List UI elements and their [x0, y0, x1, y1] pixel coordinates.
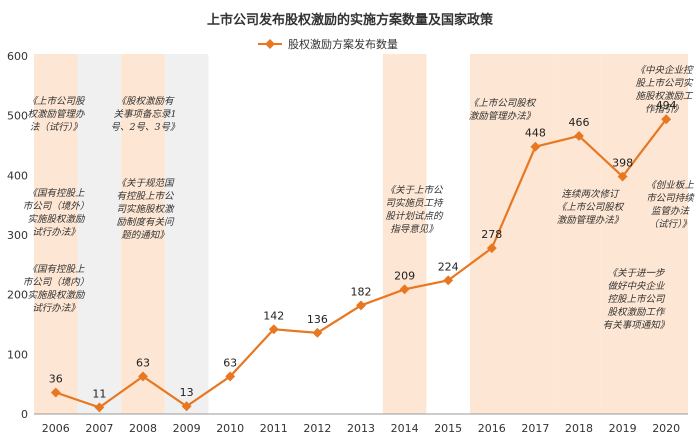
x-tick-label: 2014 — [391, 422, 419, 435]
data-point-2015 — [443, 275, 454, 286]
data-point-2013 — [356, 300, 366, 311]
x-tick-label: 2017 — [521, 422, 549, 435]
data-label-2012: 136 — [307, 313, 328, 326]
legend-marker-swatch — [265, 39, 275, 49]
x-tick-label: 2019 — [609, 422, 637, 435]
annotation-a2006c: 《国有控股上市公司（境内）实施股权激励试行办法》 — [23, 263, 90, 314]
data-label-2019: 398 — [612, 157, 633, 170]
annotation-a2008b: 《关于规范国有控股上市公司实施股权激励制度有关问题的通知》 — [116, 177, 175, 241]
data-label-2018: 466 — [569, 116, 590, 129]
policy-annotations: 《上市公司股权激励管理办法（试行）》《国有控股上市公司（境外）实施股权激励试行办… — [23, 64, 696, 331]
data-point-2017 — [530, 141, 541, 152]
data-point-2018 — [574, 131, 584, 141]
band-2007 — [77, 54, 122, 414]
annotation-a2020b: 《创业板上市公司持续监管办法（试行）》 — [646, 179, 695, 230]
data-point-2008 — [138, 371, 148, 382]
highlight-bands — [34, 54, 688, 414]
chart-title: 上市公司发布股权激励的实施方案数量及国家政策 — [207, 12, 494, 28]
band-2019 — [600, 54, 645, 414]
data-label-2014: 209 — [394, 269, 415, 282]
annotation-a2018: 连续两次修订《上市公司股权激励管理办法》 — [557, 189, 625, 226]
x-tick-label: 2020 — [652, 422, 680, 435]
x-tick-label: 2010 — [216, 422, 244, 435]
annotation-a2016: 《上市公司股权激励管理办法》 — [469, 97, 537, 122]
band-2014 — [382, 54, 427, 414]
annotation-a2014: 《关于上市公司实施员工持股计划试点的指导意见》 — [385, 184, 444, 235]
annotation-a2020a: 《中央企业控股上市公司实施股权激励工作指引》 — [635, 64, 694, 115]
data-label-2008: 63 — [136, 356, 150, 369]
band-2009 — [164, 54, 209, 414]
x-tick-label: 2018 — [565, 422, 593, 435]
annotation-a2019: 《关于进一步做好中央企业控股上市公司股权激励工作有关事项通知》 — [603, 267, 670, 331]
annotation-a2008a: 《股权激励有关事项备忘录1 号、2号、3号》 — [110, 95, 179, 133]
band-2017 — [513, 54, 558, 414]
data-point-2010 — [225, 371, 236, 382]
data-label-2020: 494 — [656, 99, 677, 112]
data-label-2013: 182 — [351, 285, 372, 298]
legend: 股权激励方案发布数量 — [258, 37, 398, 51]
x-tick-label: 2008 — [129, 422, 157, 435]
y-tick-label: 200 — [7, 289, 28, 302]
data-label-2017: 448 — [525, 127, 546, 140]
data-label-2011: 142 — [263, 309, 284, 322]
data-label-2010: 63 — [223, 356, 237, 369]
data-labels: 36 11 63 13 63 142 136 182 209 224 278 448 466 398 494 — [49, 99, 677, 400]
data-point-2009 — [181, 401, 192, 412]
data-point-2020 — [661, 114, 672, 125]
x-tick-label: 2009 — [173, 422, 201, 435]
y-tick-label: 0 — [21, 408, 28, 421]
annotation-a2006b: 《国有控股上市公司（境外）实施股权激励试行办法》 — [23, 187, 90, 238]
annotation-a2006a: 《上市公司股权激励管理办法（试行）》 — [27, 95, 86, 133]
y-tick-label: 500 — [7, 110, 28, 123]
y-tick-label: 600 — [7, 50, 28, 63]
data-point-2012 — [312, 327, 323, 338]
x-tick-label: 2011 — [260, 422, 288, 435]
data-label-2006: 36 — [49, 373, 63, 386]
data-label-2016: 278 — [481, 228, 502, 241]
x-tick-label: 2006 — [42, 422, 70, 435]
band-2008 — [121, 54, 165, 414]
data-point-2016 — [486, 243, 497, 254]
series-line — [50, 114, 672, 413]
data-point-2011 — [268, 324, 279, 335]
y-tick-label: 100 — [7, 348, 28, 361]
data-point-2019 — [617, 171, 628, 182]
band-2020 — [644, 54, 688, 414]
y-tick-label: 300 — [7, 229, 28, 242]
legend-label: 股权激励方案发布数量 — [288, 37, 398, 51]
x-tick-label: 2015 — [434, 422, 462, 435]
data-point-2014 — [399, 284, 410, 295]
data-label-2007: 11 — [92, 387, 106, 400]
x-tick-label: 2012 — [303, 422, 331, 435]
band-2018 — [557, 54, 601, 414]
axes: 0 100 200 300 400 500 600 2006 2007 2008 2009 2010 2… — [7, 50, 688, 435]
band-2006 — [34, 54, 78, 414]
y-tick-label: 400 — [7, 169, 28, 182]
data-label-2009: 13 — [180, 386, 194, 399]
data-label-2015: 224 — [438, 260, 459, 273]
x-tick-label: 2013 — [347, 422, 375, 435]
x-tick-label: 2016 — [478, 422, 506, 435]
x-tick-label: 2007 — [85, 422, 113, 435]
band-2016 — [470, 54, 514, 414]
